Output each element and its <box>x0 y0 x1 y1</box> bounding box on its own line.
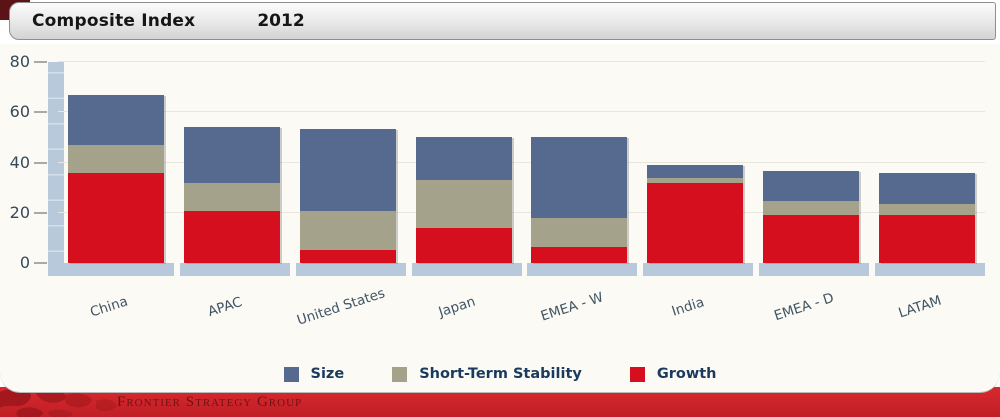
gridline <box>58 161 985 163</box>
title-year: 2012 <box>257 11 305 31</box>
y-tick-label: 20 <box>9 202 30 222</box>
bar-segment-growth <box>531 246 628 263</box>
brand-text: Frontier Strategy Group <box>117 393 303 410</box>
bar-segment-growth <box>67 172 164 263</box>
bar-pedestal <box>875 263 986 276</box>
bar-segment-growth <box>183 211 280 263</box>
y-tick <box>34 211 47 214</box>
gridline <box>58 61 985 62</box>
bar-pedestal <box>63 263 174 276</box>
y-tick <box>34 262 47 264</box>
y-tick-label: 40 <box>9 152 30 172</box>
legend-label: Short-Term Stability <box>419 366 582 382</box>
bar-segment-growth <box>879 215 976 263</box>
bar-segment-size <box>531 137 628 218</box>
bar-segment-growth <box>415 227 512 263</box>
x-axis-label: India <box>670 294 707 320</box>
y-tick-label: 80 <box>9 52 30 71</box>
bar-segment-size <box>299 128 396 212</box>
bar-segment-growth <box>647 182 744 263</box>
legend-item-short-term-stability: Short-Term Stability <box>392 366 582 382</box>
bar-china <box>67 94 164 263</box>
bar-apac <box>183 127 280 263</box>
legend-item-size: Size <box>283 366 345 382</box>
bar-united-states <box>299 128 396 263</box>
bar-segment-short-term-stability <box>67 144 164 173</box>
legend-swatch <box>629 366 645 382</box>
bar-segment-short-term-stability <box>763 201 860 216</box>
bar-emea-d <box>763 171 860 263</box>
bar-segment-growth <box>299 250 396 263</box>
y-tick-label: 60 <box>9 102 30 122</box>
y-tick <box>34 61 47 63</box>
world-map-graphic <box>0 387 117 417</box>
bar-pedestal <box>295 263 406 276</box>
x-axis-label: EMEA - D <box>772 289 837 325</box>
y-tick-label: 0 <box>19 253 30 272</box>
bar-pedestal <box>759 263 870 276</box>
bar-segment-size <box>879 172 976 204</box>
legend-swatch <box>283 366 299 382</box>
x-axis-label: LATAM <box>896 292 944 322</box>
bar-segment-size <box>67 94 164 145</box>
y-tick <box>34 111 47 114</box>
title-bar: Composite Index 2012 <box>9 2 996 40</box>
bar-segment-size <box>183 127 280 183</box>
bar-segment-short-term-stability <box>879 203 976 216</box>
bar-segment-short-term-stability <box>415 180 512 228</box>
bar-segment-size <box>415 137 512 181</box>
chart-card: 0 20 40 60 80 China APAC United States Japan EME… <box>0 44 1000 393</box>
bar-pedestal <box>527 263 638 276</box>
bar-pedestal <box>411 263 522 276</box>
x-axis-label: China <box>88 293 130 321</box>
legend-swatch <box>392 366 408 382</box>
bar-segment-short-term-stability <box>531 217 628 247</box>
legend: Size Short-Term Stability Growth <box>0 362 1000 386</box>
bar-segment-growth <box>763 215 860 263</box>
bar-pedestal <box>643 263 754 276</box>
page-title: Composite Index <box>32 11 196 31</box>
plot-area <box>58 61 985 263</box>
x-axis-label: Japan <box>436 293 477 321</box>
bar-segment-short-term-stability <box>183 182 280 212</box>
bar-segment-short-term-stability <box>299 211 396 251</box>
bar-pedestal <box>179 263 290 276</box>
bar-japan <box>415 137 512 263</box>
x-axis-label: United States <box>294 285 387 329</box>
bar-india <box>647 165 744 263</box>
bar-segment-size <box>647 165 744 178</box>
gridline <box>58 211 985 213</box>
legend-label: Growth <box>656 366 717 382</box>
gridline <box>58 111 985 113</box>
x-axis-label: EMEA - W <box>539 289 606 325</box>
x-axis-label: APAC <box>205 293 244 321</box>
y-tick <box>34 161 47 164</box>
bar-segment-size <box>763 171 860 202</box>
bar-segment-short-term-stability <box>647 177 744 183</box>
legend-label: Size <box>310 366 345 382</box>
legend-item-growth: Growth <box>629 366 717 382</box>
y-axis-band <box>48 62 64 276</box>
bar-latam <box>879 172 976 263</box>
bar-emea-w <box>531 137 628 263</box>
